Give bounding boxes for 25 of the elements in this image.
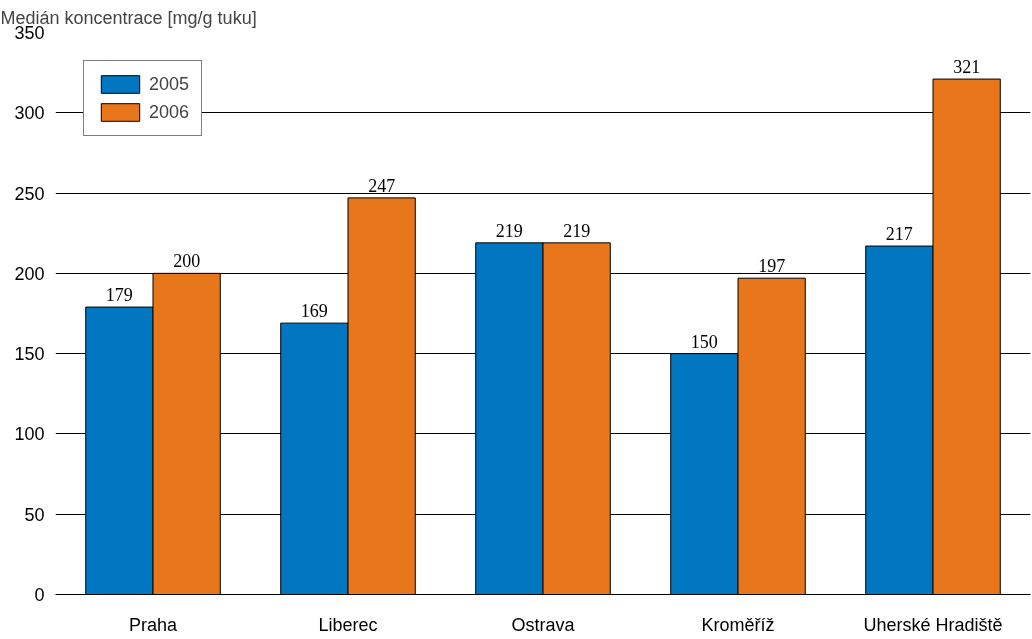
legend-label: 2006 [149,101,190,123]
data-label: 219 [563,220,591,241]
y-tick-label: 350 [14,23,45,43]
y-tick-label: 250 [14,183,45,204]
y-tick-label: 200 [14,263,45,284]
data-label: 217 [885,224,913,245]
y-tick-label: 150 [14,344,45,365]
data-label: 179 [105,285,133,306]
x-tick-label: Praha [128,614,179,635]
y-tick-label: 300 [14,103,45,124]
data-label: 321 [953,57,981,78]
y-tick-label: 100 [14,424,45,445]
x-tick-label: Kroměříž [701,614,775,635]
y-tick-label: 0 [34,585,45,605]
y-tick-label: 50 [24,504,45,525]
data-label: 247 [368,175,396,196]
data-label: 197 [758,256,786,277]
data-label: 219 [495,220,523,241]
data-label: 169 [300,301,328,322]
data-label: 150 [690,331,718,352]
x-tick-label: Uherské Hradiště [863,614,1003,635]
x-tick-label: Ostrava [511,614,576,635]
x-tick-label: Liberec [318,614,378,635]
data-label: 200 [173,251,201,272]
legend-label: 2005 [149,73,190,95]
